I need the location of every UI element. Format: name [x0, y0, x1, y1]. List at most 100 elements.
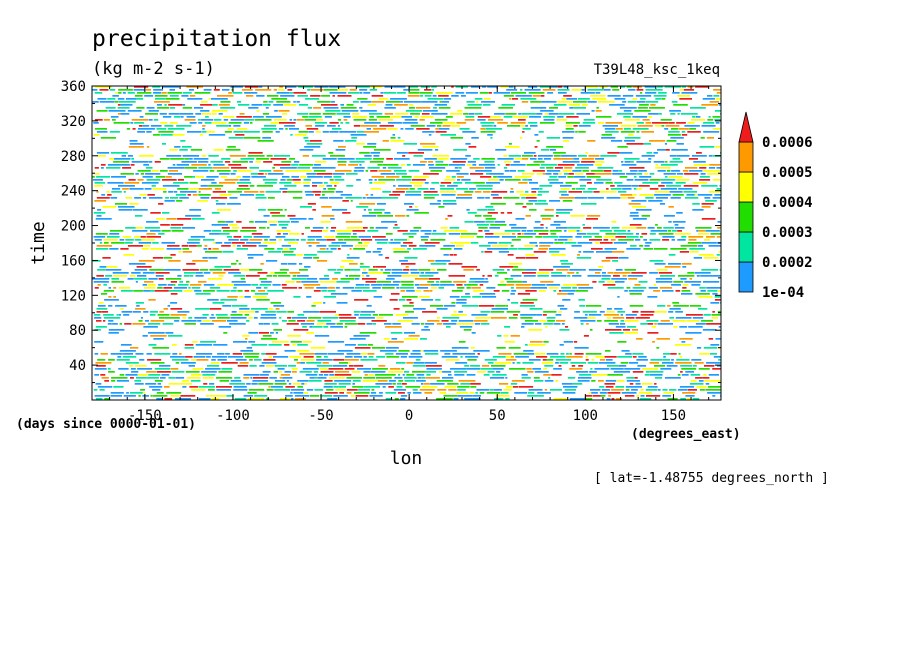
precip-cell [208, 98, 211, 100]
precip-cell [405, 266, 409, 268]
precip-cell [556, 269, 569, 271]
precip-cell [222, 305, 231, 307]
precip-cell [553, 104, 567, 106]
precip-cell [662, 389, 668, 391]
precip-cell [385, 347, 399, 349]
precip-cell [716, 167, 721, 169]
precip-cell [618, 239, 634, 241]
precip-cell [128, 179, 136, 181]
precip-cell [475, 317, 491, 319]
x-tick-label: 150 [661, 408, 686, 424]
precip-cell [130, 377, 134, 379]
precip-cell [628, 89, 636, 91]
precip-cell [305, 125, 313, 127]
precip-cell [180, 116, 184, 118]
precip-cell [121, 311, 133, 313]
precip-cell [404, 338, 418, 340]
precip-cell [412, 350, 421, 352]
precip-cell [548, 377, 551, 379]
precip-cell [681, 263, 692, 265]
precip-cell [644, 86, 656, 88]
precip-cell [605, 350, 611, 352]
precip-cell [689, 305, 702, 307]
precip-cell [273, 119, 287, 121]
precip-cell [497, 272, 507, 274]
precip-cell [344, 269, 351, 271]
precip-cell [662, 239, 670, 241]
precip-cell [664, 377, 681, 379]
precip-cell [568, 173, 574, 175]
precip-cell [460, 356, 463, 358]
precip-cell [268, 356, 273, 358]
precip-cell [239, 179, 250, 181]
precip-cell [312, 185, 318, 187]
precip-cell [544, 113, 548, 115]
precip-cell [578, 155, 587, 157]
precip-cell [171, 230, 184, 232]
precip-cell [607, 272, 614, 274]
precip-cell [244, 314, 250, 316]
precip-cell [686, 398, 692, 400]
precip-cell [259, 365, 265, 367]
precip-cell [363, 290, 377, 292]
precip-cell [116, 359, 130, 361]
precip-cell [130, 368, 136, 370]
precip-cell [92, 101, 99, 103]
precip-cell [582, 122, 596, 124]
precip-cell [127, 92, 135, 94]
precip-cell [412, 164, 426, 166]
precip-cell [501, 290, 510, 292]
precip-cell [258, 245, 268, 247]
precip-cell [148, 119, 153, 121]
precip-cell [315, 131, 321, 133]
precip-cell [592, 395, 601, 397]
precip-cell [217, 353, 225, 355]
precip-cell [630, 161, 634, 163]
precip-cell [431, 269, 436, 271]
precip-cell [150, 362, 165, 364]
precip-cell [371, 284, 383, 286]
precip-cell [676, 359, 690, 361]
precip-cell [581, 161, 595, 163]
precip-cell [240, 158, 255, 160]
precip-cell [121, 155, 126, 157]
precip-cell [284, 239, 296, 241]
precip-cell [270, 332, 274, 334]
precip-cell [599, 230, 613, 232]
precip-cell [119, 314, 121, 316]
precip-cell [307, 176, 323, 178]
precip-cell [145, 167, 153, 169]
precip-cell [196, 245, 202, 247]
precip-cell [396, 362, 406, 364]
precip-cell [712, 128, 721, 130]
precip-cell [175, 362, 180, 364]
precip-cell [595, 110, 602, 112]
precip-cell [285, 395, 293, 397]
precip-cell [565, 125, 573, 127]
precip-cell [404, 380, 416, 382]
precip-cell [96, 275, 104, 277]
precip-cell [146, 236, 161, 238]
precip-cell [539, 185, 553, 187]
precip-cell [314, 353, 328, 355]
precip-cell [397, 92, 406, 94]
precip-cell [176, 200, 183, 202]
precip-cell [146, 233, 156, 235]
precip-cell [333, 359, 344, 361]
precip-cell [360, 263, 364, 265]
precip-cell [488, 92, 492, 94]
precip-cell [648, 200, 663, 202]
precip-cell [258, 383, 274, 385]
precip-cell [409, 188, 415, 190]
precip-cell [217, 359, 227, 361]
precip-cell [524, 233, 537, 235]
precip-cell [245, 275, 260, 277]
precip-cell [281, 227, 287, 229]
precip-cell [250, 173, 259, 175]
precip-cell [337, 161, 347, 163]
precip-cell [249, 185, 255, 187]
precip-cell [467, 359, 477, 361]
precip-cell [509, 191, 514, 193]
precip-cell [363, 377, 376, 379]
precip-cell [495, 149, 507, 151]
